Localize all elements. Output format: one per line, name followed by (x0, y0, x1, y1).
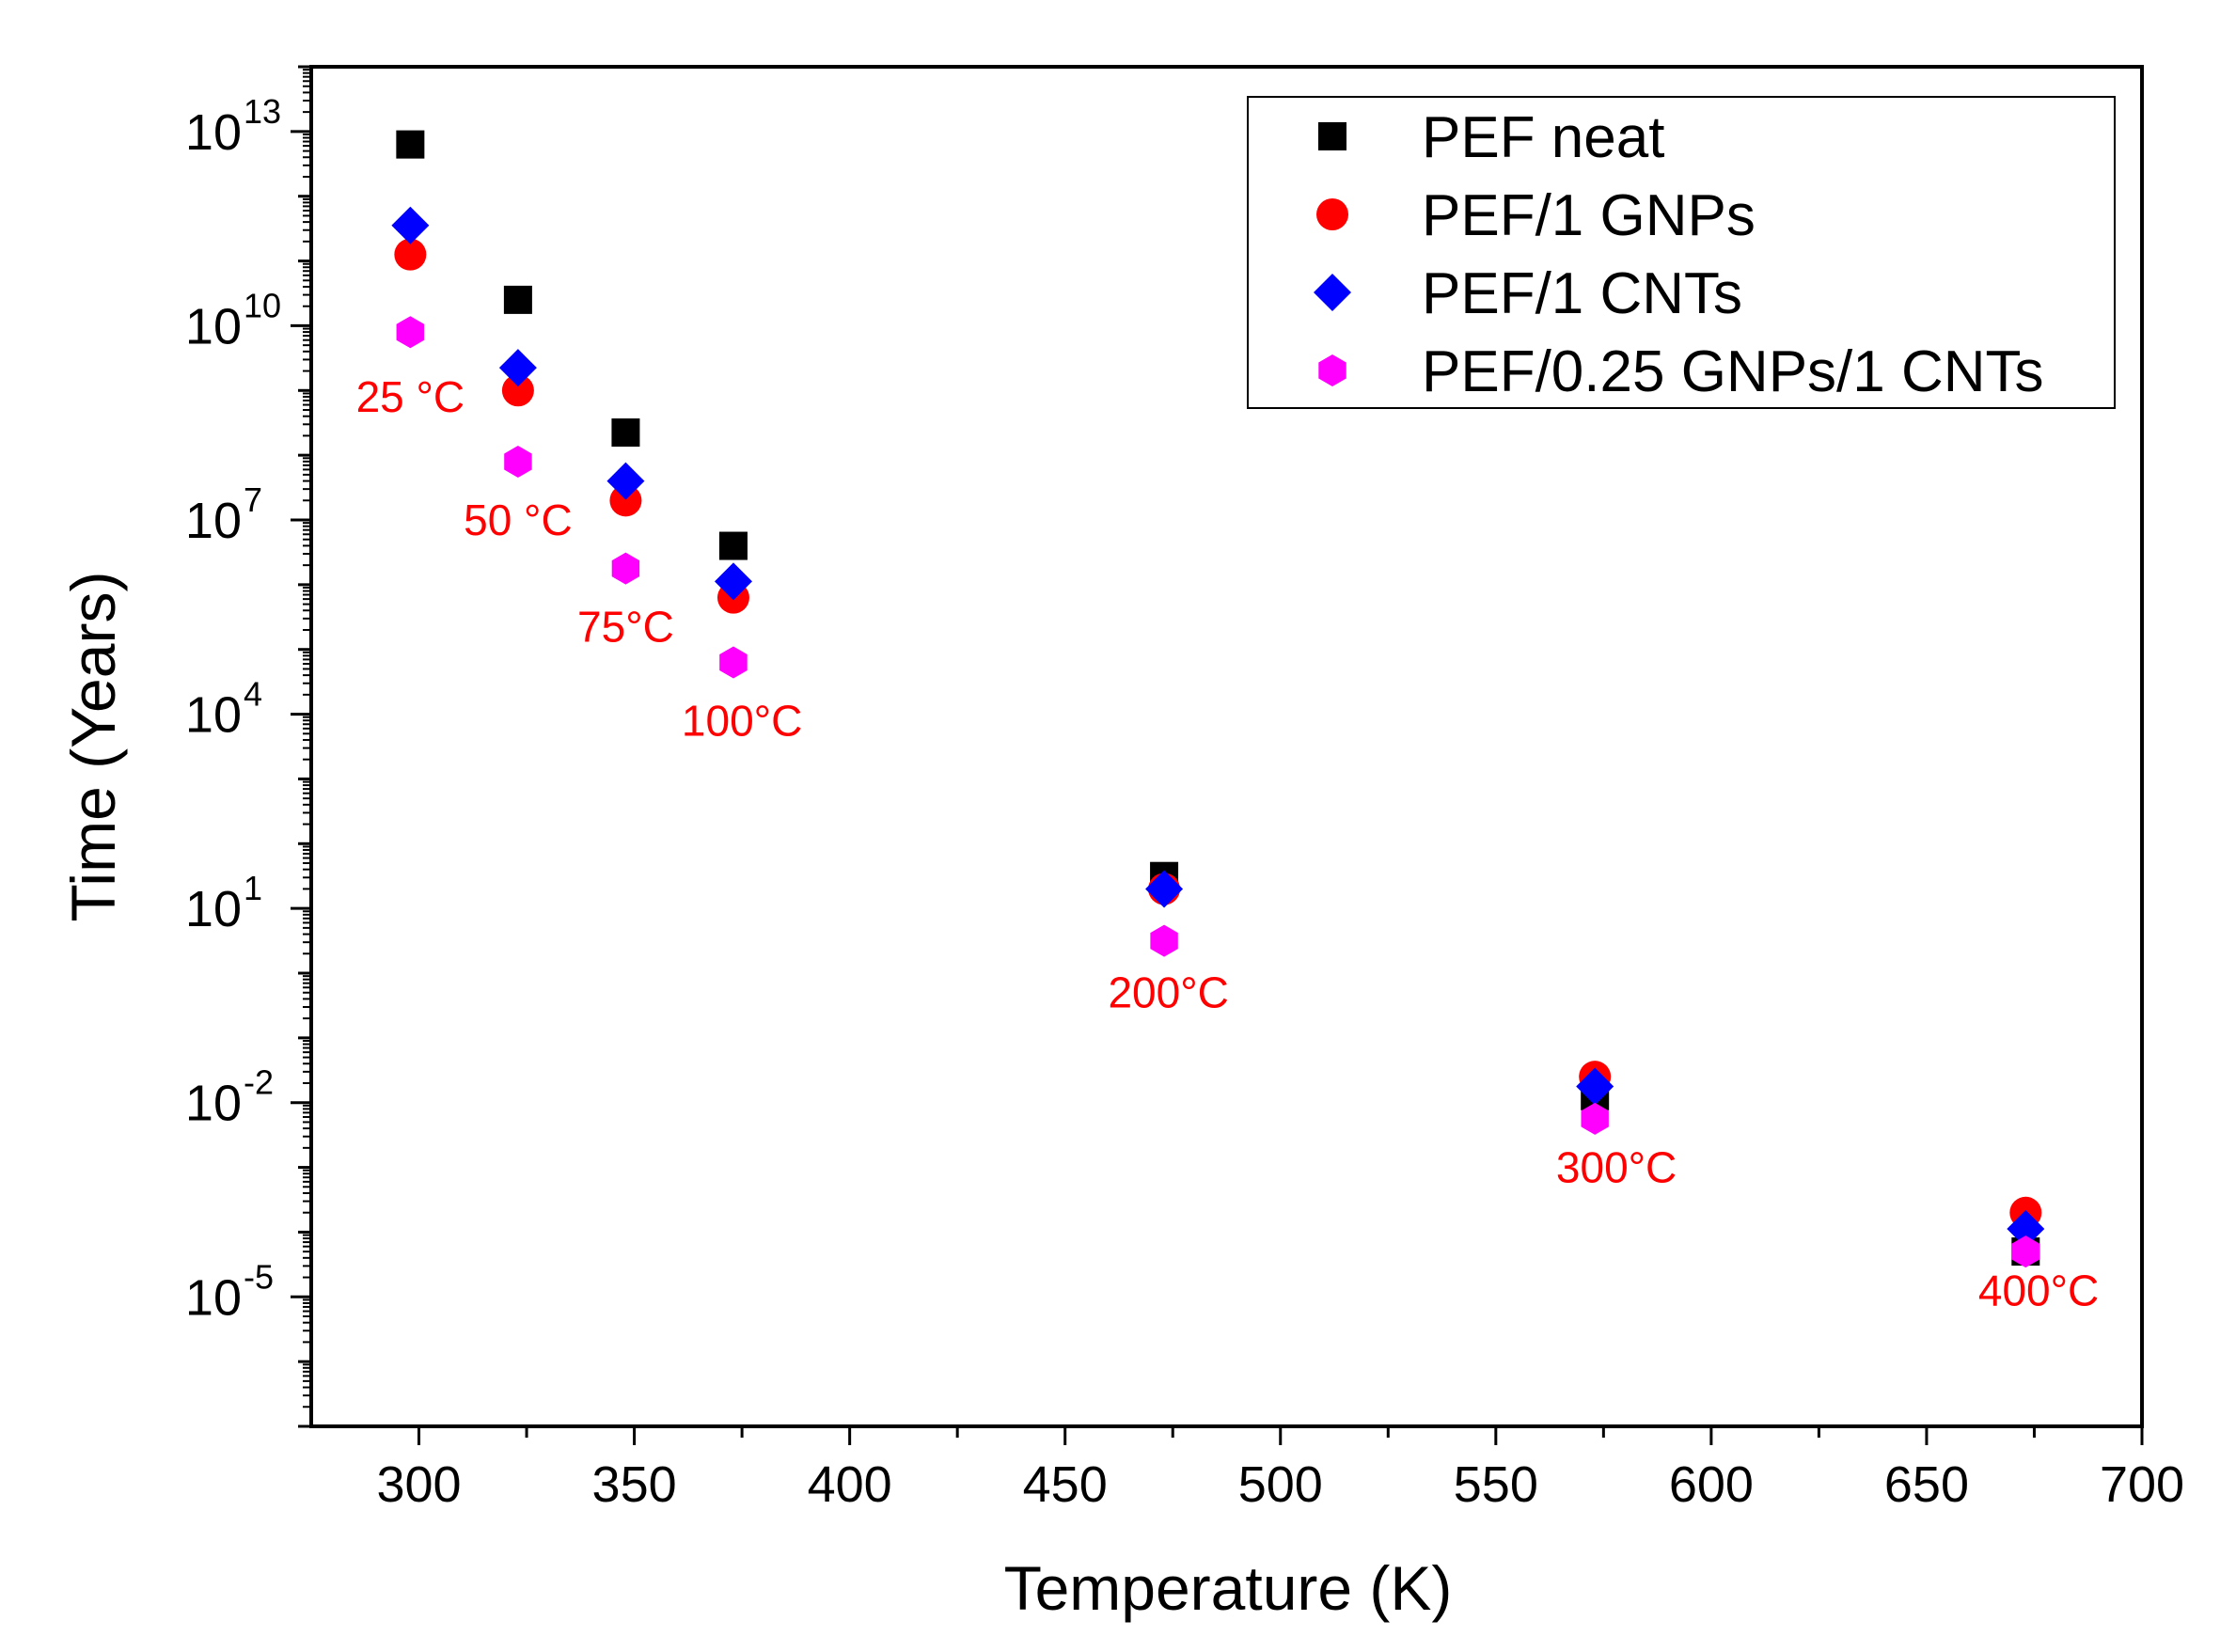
data-point (2007, 1209, 2045, 1248)
legend-marker (1314, 274, 1351, 311)
data-point (396, 316, 425, 349)
y-tick-label-exponent: 7 (244, 480, 262, 519)
y-tick-label-exponent: -2 (244, 1063, 274, 1102)
legend: PEF neat PEF/1 GNPs PEF/1 CNTs PEF/0.25 GNP… (1247, 96, 2116, 409)
x-tick-label: 350 (592, 1456, 677, 1513)
data-point (1581, 1102, 1609, 1135)
temperature-annotation: 300°C (1556, 1143, 1677, 1192)
data-point (504, 446, 532, 478)
data-point (396, 130, 425, 159)
data-point (714, 562, 752, 601)
x-axis-title: Temperature (K) (1004, 1553, 1453, 1623)
y-tick-label-base: 10 (185, 493, 242, 549)
temperature-annotation: 25 °C (356, 372, 465, 421)
data-point (611, 418, 640, 448)
temperature-annotation: 75°C (577, 603, 674, 652)
x-tick-label: 600 (1669, 1456, 1754, 1513)
x-tick-label: 400 (808, 1456, 892, 1513)
x-tick-label: 550 (1454, 1456, 1538, 1513)
y-tick-label-exponent: 13 (244, 92, 281, 131)
data-point (609, 484, 642, 517)
data-point (718, 531, 748, 560)
data-point (606, 462, 645, 500)
legend-label: PEF/0.25 GNPs/1 CNTs (1422, 339, 2044, 404)
data-point (1145, 870, 1184, 908)
data-point (611, 552, 640, 585)
x-tick-label: 450 (1023, 1456, 1108, 1513)
y-tick-label-exponent: 1 (244, 869, 262, 907)
legend-box (1247, 96, 2116, 409)
y-tick-label-base: 10 (185, 298, 242, 354)
temperature-annotation: 200°C (1108, 968, 1228, 1017)
temperature-annotation: 100°C (682, 696, 802, 745)
data-point (719, 646, 748, 679)
y-tick-label-exponent: 4 (244, 675, 262, 714)
legend-label: PEF/1 CNTs (1422, 261, 1742, 326)
plot-area-frame (309, 65, 2144, 1428)
data-point (501, 374, 534, 407)
legend-marker (1318, 354, 1346, 386)
data-point (498, 349, 537, 387)
data-point (503, 285, 532, 314)
y-tick-label-base: 10 (185, 687, 242, 744)
legend-marker (1318, 122, 1346, 150)
y-tick-label-exponent: -5 (244, 1257, 274, 1296)
series-2 (391, 206, 2045, 1248)
y-tick-label-base: 10 (185, 881, 242, 937)
legend-label: PEF neat (1422, 105, 1664, 170)
x-tick-label: 500 (1238, 1456, 1323, 1513)
data-point (2011, 1235, 2039, 1268)
series-3 (396, 316, 2039, 1268)
data-point (1150, 924, 1178, 957)
data-points (391, 130, 2045, 1268)
data-point (391, 206, 430, 244)
temperature-annotation: 400°C (1978, 1266, 2099, 1314)
x-tick-label: 650 (1884, 1456, 1969, 1513)
y-tick-label-base: 10 (185, 1076, 242, 1132)
legend-marker (1316, 198, 1348, 230)
y-tick-label-base: 10 (185, 104, 242, 161)
temperature-annotation: 50 °C (464, 496, 573, 544)
data-point (1576, 1067, 1614, 1106)
legend-label: PEF/1 GNPs (1422, 183, 1756, 248)
y-axis-title: Time (Years) (58, 572, 128, 922)
x-tick-label: 300 (376, 1456, 461, 1513)
data-point (394, 238, 427, 271)
y-tick-label-base: 10 (185, 1269, 242, 1326)
x-tick-label: 700 (2100, 1456, 2184, 1513)
y-tick-label-exponent: 10 (244, 286, 281, 324)
